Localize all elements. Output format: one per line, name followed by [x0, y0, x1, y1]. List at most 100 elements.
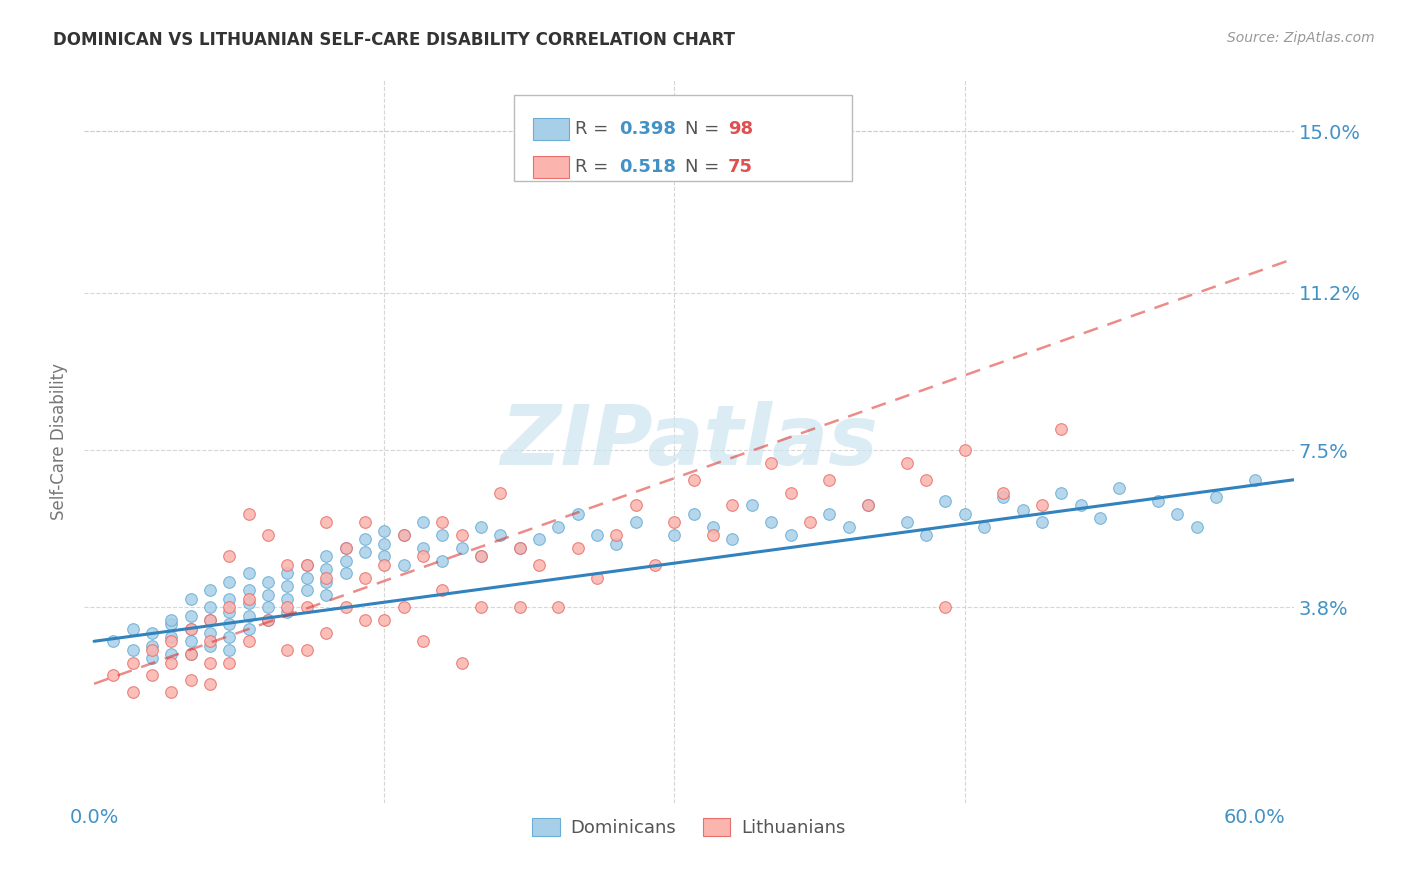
Point	[896, 456, 918, 470]
Point	[586, 528, 609, 542]
Point	[276, 558, 298, 572]
Point	[509, 541, 531, 555]
Legend: Dominicans, Lithuanians: Dominicans, Lithuanians	[526, 811, 852, 845]
Point	[238, 596, 260, 610]
Point	[141, 651, 163, 665]
Point	[218, 642, 240, 657]
Point	[509, 541, 531, 555]
Point	[257, 574, 280, 589]
Point	[276, 566, 298, 581]
Point	[741, 498, 763, 512]
Point	[392, 600, 415, 615]
Point	[218, 617, 240, 632]
Point	[238, 507, 260, 521]
Point	[759, 456, 782, 470]
Point	[547, 519, 569, 533]
Point	[141, 668, 163, 682]
Point	[335, 541, 357, 555]
Point	[335, 600, 357, 615]
Point	[1070, 498, 1092, 512]
Point	[373, 558, 395, 572]
Point	[354, 516, 377, 530]
Point	[160, 617, 183, 632]
Point	[238, 634, 260, 648]
Point	[605, 536, 627, 550]
Point	[779, 528, 801, 542]
Point	[238, 608, 260, 623]
Point	[818, 473, 841, 487]
Point	[354, 545, 377, 559]
Point	[218, 605, 240, 619]
Point	[160, 647, 183, 661]
Point	[160, 685, 183, 699]
Point	[121, 656, 143, 670]
Point	[682, 473, 704, 487]
Point	[373, 613, 395, 627]
Point	[103, 668, 125, 682]
Point	[276, 642, 298, 657]
Text: N =: N =	[685, 120, 725, 137]
Point	[392, 528, 415, 542]
Point	[315, 549, 337, 564]
Point	[450, 528, 472, 542]
Point	[121, 622, 143, 636]
Point	[1088, 511, 1111, 525]
Point	[1031, 498, 1053, 512]
Point	[315, 625, 337, 640]
Point	[276, 579, 298, 593]
Point	[373, 549, 395, 564]
Point	[373, 524, 395, 538]
Point	[664, 528, 686, 542]
Point	[896, 516, 918, 530]
Point	[489, 485, 512, 500]
Point	[509, 600, 531, 615]
Text: 0.398: 0.398	[619, 120, 676, 137]
Point	[238, 591, 260, 606]
Point	[238, 583, 260, 598]
Point	[432, 553, 454, 567]
Point	[412, 549, 434, 564]
Point	[682, 507, 704, 521]
Point	[547, 600, 569, 615]
Point	[160, 634, 183, 648]
Point	[315, 570, 337, 584]
Text: 75: 75	[728, 158, 752, 176]
Text: 0.518: 0.518	[619, 158, 676, 176]
Point	[180, 622, 202, 636]
Point	[335, 566, 357, 581]
Point	[257, 613, 280, 627]
Point	[238, 566, 260, 581]
Y-axis label: Self-Care Disability: Self-Care Disability	[51, 363, 69, 520]
Point	[198, 583, 221, 598]
Point	[915, 528, 938, 542]
Point	[103, 634, 125, 648]
Point	[432, 583, 454, 598]
Point	[856, 498, 879, 512]
Point	[412, 516, 434, 530]
Point	[295, 558, 318, 572]
Text: N =: N =	[685, 158, 725, 176]
Point	[295, 583, 318, 598]
Point	[702, 519, 724, 533]
Point	[276, 600, 298, 615]
Point	[198, 677, 221, 691]
Point	[218, 600, 240, 615]
Point	[1031, 516, 1053, 530]
Point	[257, 528, 280, 542]
Point	[180, 591, 202, 606]
Point	[121, 642, 143, 657]
Point	[198, 613, 221, 627]
Point	[198, 600, 221, 615]
Point	[624, 498, 647, 512]
Point	[295, 570, 318, 584]
Point	[1050, 422, 1073, 436]
Point	[1050, 485, 1073, 500]
Point	[315, 574, 337, 589]
Point	[315, 516, 337, 530]
Point	[198, 656, 221, 670]
Point	[934, 494, 956, 508]
FancyBboxPatch shape	[513, 95, 852, 181]
Point	[198, 625, 221, 640]
Point	[412, 634, 434, 648]
Point	[141, 642, 163, 657]
